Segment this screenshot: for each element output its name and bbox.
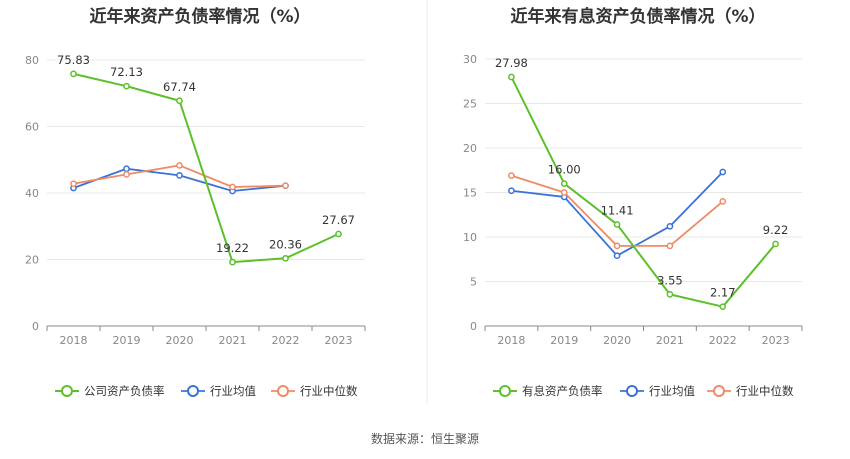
data-point	[508, 73, 515, 81]
data-label: 20.36	[269, 237, 302, 251]
legend-marker	[277, 385, 289, 397]
data-label: 72.13	[110, 65, 143, 79]
data-point	[666, 242, 674, 250]
data-point	[508, 172, 515, 179]
y-tick-label: 40	[25, 187, 39, 200]
chart-right: 近年来有息资产负债率情况（%） 0 5 10 15 20 25 30 2018 2019 2020…	[463, 6, 803, 398]
chart-left: 近年来资产负债率情况（%） 0 20 40 60 80 2018 2019 2020 2021 2…	[25, 6, 366, 398]
data-point	[70, 180, 77, 188]
legend-marker	[713, 385, 725, 397]
data-point	[123, 171, 130, 178]
data-point	[282, 254, 289, 262]
data-point	[666, 222, 674, 230]
y-tick-label: 80	[25, 54, 39, 67]
y-tick-label: 10	[463, 231, 477, 244]
legend: 有息资产负债率 行业均值 行业中位数	[493, 384, 794, 398]
x-tick-label: 2022	[272, 334, 300, 347]
x-tick-label: 2019	[550, 334, 578, 347]
data-point	[123, 82, 130, 90]
data-point	[176, 162, 183, 169]
legend-label: 公司资产负债率	[84, 384, 165, 398]
x-tick-label: 2021	[656, 334, 684, 347]
y-tick-label: 20	[463, 142, 477, 155]
data-label: 3.55	[657, 273, 683, 287]
x-tick-label: 2023	[325, 334, 353, 347]
legend-label: 有息资产负债率	[522, 384, 603, 398]
data-point	[123, 165, 130, 173]
legend-marker	[61, 385, 73, 397]
data-point	[613, 221, 621, 228]
data-label: 75.83	[57, 53, 90, 67]
data-point	[719, 198, 727, 205]
x-tick-label: 2023	[762, 334, 790, 347]
y-tick-label: 30	[463, 53, 477, 66]
data-point	[229, 258, 236, 266]
chart-title: 近年来有息资产负债率情况（%）	[510, 6, 765, 27]
data-label: 27.67	[322, 213, 355, 227]
data-point	[176, 172, 183, 179]
data-label: 19.22	[216, 241, 249, 255]
data-point	[70, 70, 77, 78]
data-label: 11.41	[601, 203, 634, 217]
legend-label: 行业中位数	[736, 384, 794, 398]
data-point	[772, 240, 779, 248]
legend-label: 行业均值	[210, 384, 256, 398]
data-label: 67.74	[163, 80, 196, 94]
series-line	[73, 72, 339, 264]
legend-marker	[499, 385, 511, 397]
data-point	[560, 189, 568, 196]
x-tick-label: 2020	[603, 334, 631, 347]
x-tick-label: 2019	[113, 334, 141, 347]
chart-title: 近年来资产负债率情况（%）	[89, 6, 310, 27]
x-tick-label: 2020	[166, 334, 194, 347]
y-tick-label: 0	[470, 320, 477, 333]
x-tick-label: 2018	[60, 334, 88, 347]
data-point	[719, 168, 727, 176]
data-label: 9.22	[763, 223, 789, 237]
data-point	[613, 242, 621, 250]
y-tick-label: 0	[32, 320, 39, 333]
data-label: 2.17	[710, 286, 736, 300]
data-label: 27.98	[495, 56, 528, 70]
data-point	[719, 303, 727, 311]
x-tick-label: 2018	[497, 334, 525, 347]
data-point	[613, 252, 621, 260]
data-point	[508, 187, 515, 195]
y-tick-label: 60	[25, 121, 39, 134]
series-line	[510, 76, 777, 308]
plot-area: 0 20 40 60 80 2018 2019 2020 2021 2022 2023 75.83 72…	[25, 53, 366, 347]
x-tick-label: 2021	[219, 334, 247, 347]
y-tick-label: 5	[470, 276, 477, 289]
data-point	[176, 97, 183, 105]
x-tick-label: 2022	[709, 334, 737, 347]
legend: 公司资产负债率 行业均值 行业中位数	[55, 384, 358, 398]
source-note: 数据来源：恒生聚源	[371, 431, 479, 446]
legend-label: 行业均值	[649, 384, 695, 398]
y-tick-label: 20	[25, 254, 39, 267]
y-tick-label: 25	[463, 98, 477, 111]
data-point	[282, 182, 289, 190]
data-point	[335, 230, 342, 238]
legend-marker	[187, 385, 199, 397]
data-point	[666, 291, 674, 298]
plot-area: 0 5 10 15 20 25 30 2018 2019 2020 2021 2022 2023 27.9…	[463, 53, 803, 347]
legend-marker	[626, 385, 638, 397]
y-tick-label: 15	[463, 187, 477, 200]
legend-label: 行业中位数	[300, 384, 358, 398]
data-point	[560, 180, 568, 187]
data-point	[229, 183, 236, 191]
data-label: 16.00	[548, 163, 581, 177]
